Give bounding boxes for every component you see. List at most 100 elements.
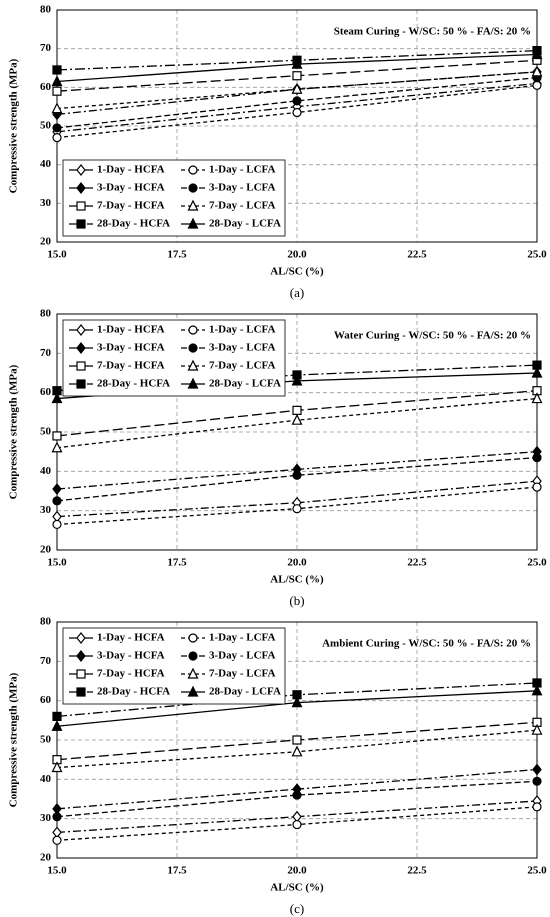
legend-label: 28-Day - HCFA [97, 378, 170, 390]
marker [531, 48, 543, 60]
legend-label: 3-Day - HCFA [97, 182, 165, 194]
marker [532, 776, 542, 786]
legend-marker [187, 377, 199, 389]
marker [532, 802, 542, 812]
marker [51, 392, 63, 404]
marker [532, 452, 542, 463]
legend-marker [188, 165, 198, 175]
x-tick-label: 15.0 [47, 865, 67, 877]
legend-marker [76, 632, 86, 644]
series-line [56, 780, 538, 818]
caption: (b) [289, 593, 304, 608]
marker [292, 735, 302, 745]
y-tick-label: 40 [40, 158, 52, 170]
y-axis-label: Compressive strength (MPa) [8, 364, 20, 499]
x-tick-label: 22.5 [407, 249, 427, 261]
legend-marker [187, 685, 199, 697]
y-tick-label: 50 [40, 426, 52, 438]
y-tick-label: 70 [40, 347, 52, 359]
y-tick-label: 70 [40, 655, 52, 667]
legend-label: 7-Day - HCFA [97, 360, 165, 372]
legend-marker [188, 183, 198, 193]
x-axis-label: AL/SC (%) [270, 574, 324, 586]
y-tick-label: 60 [40, 386, 52, 398]
legend-label: 1-Day - LCFA [209, 632, 275, 644]
caption: (c) [290, 901, 304, 916]
legend-marker [76, 687, 86, 697]
x-tick-label: 25.0 [527, 865, 547, 877]
y-tick-label: 20 [40, 544, 52, 556]
legend-marker [76, 361, 86, 371]
legend-marker [187, 359, 199, 371]
x-tick-label: 25.0 [527, 557, 547, 569]
plot-frame [56, 621, 538, 859]
marker [292, 819, 302, 830]
marker [51, 75, 63, 87]
marker [51, 719, 63, 731]
y-tick-label: 30 [40, 504, 52, 516]
marker [51, 102, 63, 114]
y-tick-label: 50 [40, 734, 52, 746]
legend-marker [76, 219, 86, 229]
legend-label: 7-Day - LCFA [209, 360, 275, 372]
marker [292, 504, 302, 514]
legend-marker [76, 182, 86, 194]
legend-label: 3-Day - HCFA [97, 342, 165, 354]
marker [532, 482, 542, 492]
marker [291, 696, 303, 708]
legend-marker [76, 342, 86, 354]
x-axis-label: AL/SC (%) [270, 882, 324, 894]
y-tick-label: 80 [40, 4, 52, 16]
legend-label: 3-Day - LCFA [209, 182, 275, 194]
marker [291, 82, 303, 94]
chart-title: Water Curing - W/SC: 50 % - FA/S: 20 % [334, 330, 531, 342]
marker [291, 413, 303, 425]
legend-box [62, 627, 286, 705]
legend-marker [76, 650, 86, 662]
marker [532, 80, 542, 91]
y-tick-label: 70 [40, 42, 52, 54]
legend-marker [76, 669, 86, 679]
x-tick-label: 20.0 [287, 865, 307, 877]
y-tick-label: 80 [40, 616, 52, 628]
marker [532, 763, 542, 776]
y-axis-label: Compressive strength (MPa) [8, 672, 20, 807]
marker [51, 441, 63, 453]
x-tick-label: 20.0 [287, 557, 307, 569]
legend-label: 1-Day - HCFA [97, 324, 165, 336]
marker [52, 483, 62, 495]
marker [292, 470, 302, 480]
marker [531, 366, 543, 378]
marker [531, 392, 543, 404]
marker [52, 711, 62, 722]
x-tick-label: 22.5 [407, 557, 427, 569]
legend-label: 28-Day - LCFA [209, 686, 281, 698]
x-tick-label: 15.0 [47, 557, 67, 569]
legend-marker [76, 164, 86, 176]
legend-box [62, 319, 286, 397]
legend-label: 7-Day - HCFA [97, 200, 165, 212]
marker [291, 57, 303, 69]
legend-box [62, 159, 286, 237]
y-tick-label: 30 [40, 812, 52, 824]
y-tick-label: 20 [40, 852, 52, 864]
x-tick-label: 17.5 [167, 557, 187, 569]
legend-label: 28-Day - LCFA [209, 218, 281, 230]
legend-marker [188, 651, 198, 661]
x-tick-label: 22.5 [407, 865, 427, 877]
legend-label: 1-Day - HCFA [97, 632, 165, 644]
legend-label: 1-Day - LCFA [209, 164, 275, 176]
marker [292, 96, 302, 106]
marker [531, 723, 543, 735]
legend-label: 7-Day - HCFA [97, 668, 165, 680]
y-tick-label: 60 [40, 81, 52, 93]
legend-label: 3-Day - LCFA [209, 342, 275, 354]
marker [52, 65, 62, 75]
marker [292, 790, 302, 800]
marker [52, 431, 62, 441]
x-tick-label: 20.0 [287, 249, 307, 261]
y-tick-label: 40 [40, 773, 52, 785]
legend-marker [76, 324, 86, 336]
legend-label: 7-Day - LCFA [209, 668, 275, 680]
x-tick-label: 25.0 [527, 249, 547, 261]
